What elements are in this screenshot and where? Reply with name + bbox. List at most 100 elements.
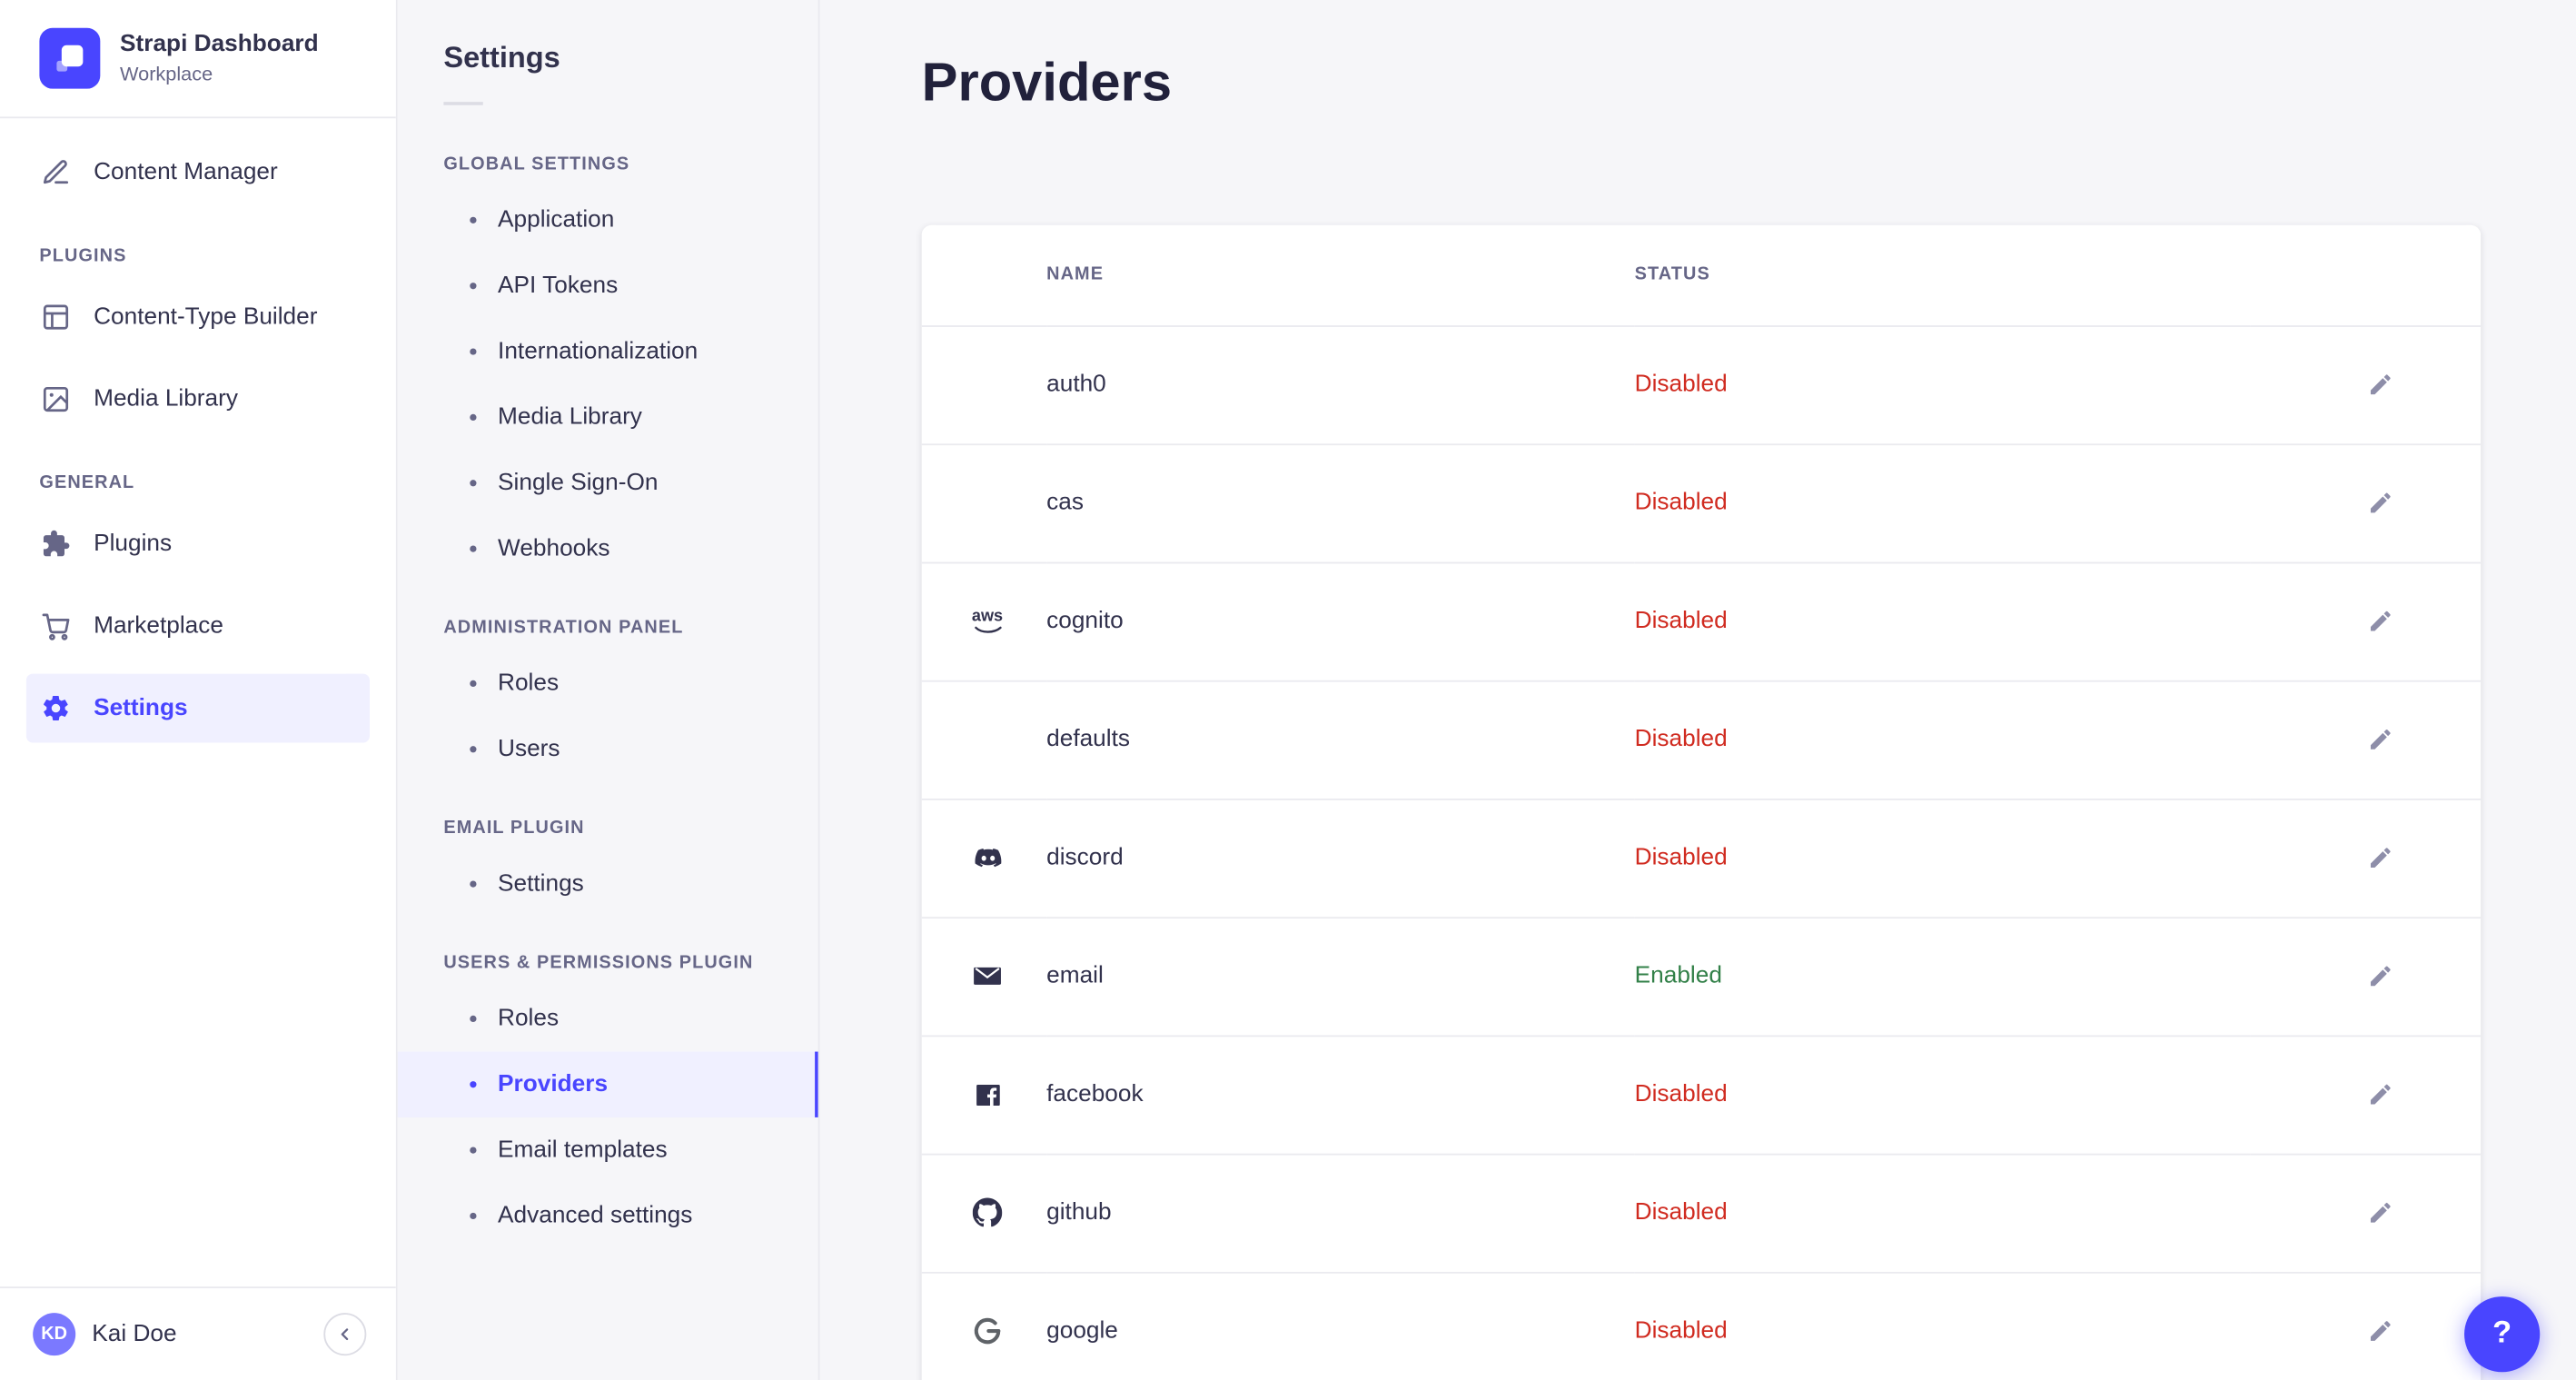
column-header-icon [921,224,1047,327]
content-manager-icon [39,156,72,189]
subnav-item-internationalization[interactable]: Internationalization [398,319,818,384]
provider-status: Disabled [1634,1081,1728,1108]
media-library-icon [39,382,72,415]
edit-provider-button[interactable] [2354,831,2407,884]
facebook-provider-icon [967,1075,1006,1114]
subnav-item-application[interactable]: Application [398,187,818,253]
subnav-item-settings[interactable]: Settings [398,851,818,917]
subnav-item-advanced-settings[interactable]: Advanced settings [398,1183,818,1248]
subnav-item-email-templates[interactable]: Email templates [398,1117,818,1183]
provider-name: cognito [1046,608,1124,635]
sidebar-item-settings[interactable]: Settings [25,673,370,743]
user-name: Kai Doe [92,1321,177,1348]
pencil-icon [2367,1318,2393,1345]
subnav-item-media-library[interactable]: Media Library [398,384,818,450]
sidebar-item-label: Plugins [94,531,173,558]
sidebar-item-marketplace[interactable]: Marketplace [26,591,370,660]
subnav-item-label: Roles [498,1005,560,1032]
user-menu[interactable]: KD Kai Doe [33,1313,177,1356]
provider-name: cas [1046,489,1084,516]
subnav-item-roles[interactable]: Roles [398,986,818,1051]
subnav-item-label: Providers [498,1071,609,1098]
sidebar-item-label: Content Manager [94,159,278,186]
provider-row-email: email Enabled [921,917,2482,1037]
pencil-icon [2367,726,2393,752]
subnav-item-webhooks[interactable]: Webhooks [398,516,818,581]
sidebar-item-plugins[interactable]: Plugins [26,510,370,579]
provider-status: Disabled [1634,608,1728,635]
chevron-left-icon [337,1326,353,1343]
subnav-item-providers[interactable]: Providers [397,1051,818,1117]
subnav-section-global-settings: GLOBAL SETTINGS [443,154,630,174]
edit-provider-button[interactable] [2354,1186,2407,1239]
column-header-actions [2250,224,2482,327]
providers-table-body: auth0 Disabled cas Disabled aws cognito Disabl… [921,325,2482,1380]
sidebar-item-label: Settings [94,695,188,722]
subnav-item-single-sign-on[interactable]: Single Sign-On [398,451,818,516]
sidebar-nav: Content Manager PLUGINS Content-Type Build… [0,118,396,1286]
provider-row-cognito: aws cognito Disabled [921,561,2482,681]
providers-table: NAME STATUS auth0 Disabled cas Disabled aws c… [921,224,2482,1380]
bullet-icon [470,1147,477,1154]
subnav-item-roles[interactable]: Roles [398,650,818,716]
help-button[interactable]: ? [2464,1296,2541,1373]
edit-provider-button[interactable] [2354,949,2407,1002]
provider-row-github: github Disabled [921,1153,2482,1273]
sidebar-footer: KD Kai Doe [0,1286,396,1380]
provider-status: Enabled [1634,962,1722,989]
column-header-status: STATUS [1634,224,2251,327]
edit-provider-button[interactable] [2354,1305,2407,1357]
edit-provider-button[interactable] [2354,358,2407,411]
pencil-icon [2367,1081,2393,1107]
divider [443,102,483,105]
subnav-item-label: Webhooks [498,535,610,562]
provider-name: github [1046,1199,1112,1226]
table-header-row: NAME STATUS [921,224,2482,327]
edit-provider-button[interactable] [2354,713,2407,766]
pencil-icon [2367,1199,2393,1226]
subnav-item-users[interactable]: Users [398,717,818,782]
bullet-icon [470,1015,477,1023]
provider-name: email [1046,962,1104,989]
edit-provider-button[interactable] [2354,477,2407,530]
bullet-icon [470,1081,477,1088]
strapi-logo-icon [39,27,101,89]
subnav-item-label: Settings [498,870,584,898]
bullet-icon [470,880,477,888]
collapse-sidebar-button[interactable] [323,1313,367,1356]
brand[interactable]: Strapi Dashboard Workplace [0,0,396,119]
pencil-icon [2367,845,2393,871]
bullet-icon [470,413,477,422]
pencil-icon [2367,490,2393,516]
sidebar-item-content-manager[interactable]: Content Manager [26,138,370,207]
plugins-icon [39,528,72,561]
sidebar-item-content-type-builder[interactable]: Content-Type Builder [26,283,370,352]
provider-status: Disabled [1634,371,1728,398]
aws-provider-icon: aws [967,601,1006,640]
bullet-icon [470,1212,477,1220]
provider-row-google: google Disabled [921,1271,2482,1380]
pencil-icon [2367,963,2393,989]
subnav-item-label: API Tokens [498,273,619,300]
provider-row-cas: cas Disabled [921,443,2482,563]
subnav-item-api-tokens[interactable]: API Tokens [398,253,818,319]
provider-status: Disabled [1634,1199,1728,1226]
edit-provider-button[interactable] [2354,595,2407,648]
edit-provider-button[interactable] [2354,1068,2407,1121]
email-provider-icon [967,957,1006,996]
avatar: KD [33,1313,76,1356]
provider-name: auth0 [1046,371,1106,398]
provider-row-discord: discord Disabled [921,799,2482,918]
sidebar-item-media-library[interactable]: Media Library [26,365,370,434]
bullet-icon [470,545,477,552]
subnav-item-label: Advanced settings [498,1202,693,1229]
provider-row-facebook: facebook Disabled [921,1035,2482,1155]
google-provider-icon [967,1311,1006,1350]
providers-table-card: NAME STATUS auth0 Disabled cas Disabled aws c… [921,224,2482,1380]
page-title: Providers [921,51,1173,112]
content-type-builder-icon [39,301,72,333]
subnav-item-label: Users [498,736,560,763]
column-header-name: NAME [1046,224,1635,327]
subnav-section-users-permissions-plugin: USERS & PERMISSIONS PLUGIN [443,953,754,973]
subnav-item-label: Application [498,206,615,233]
